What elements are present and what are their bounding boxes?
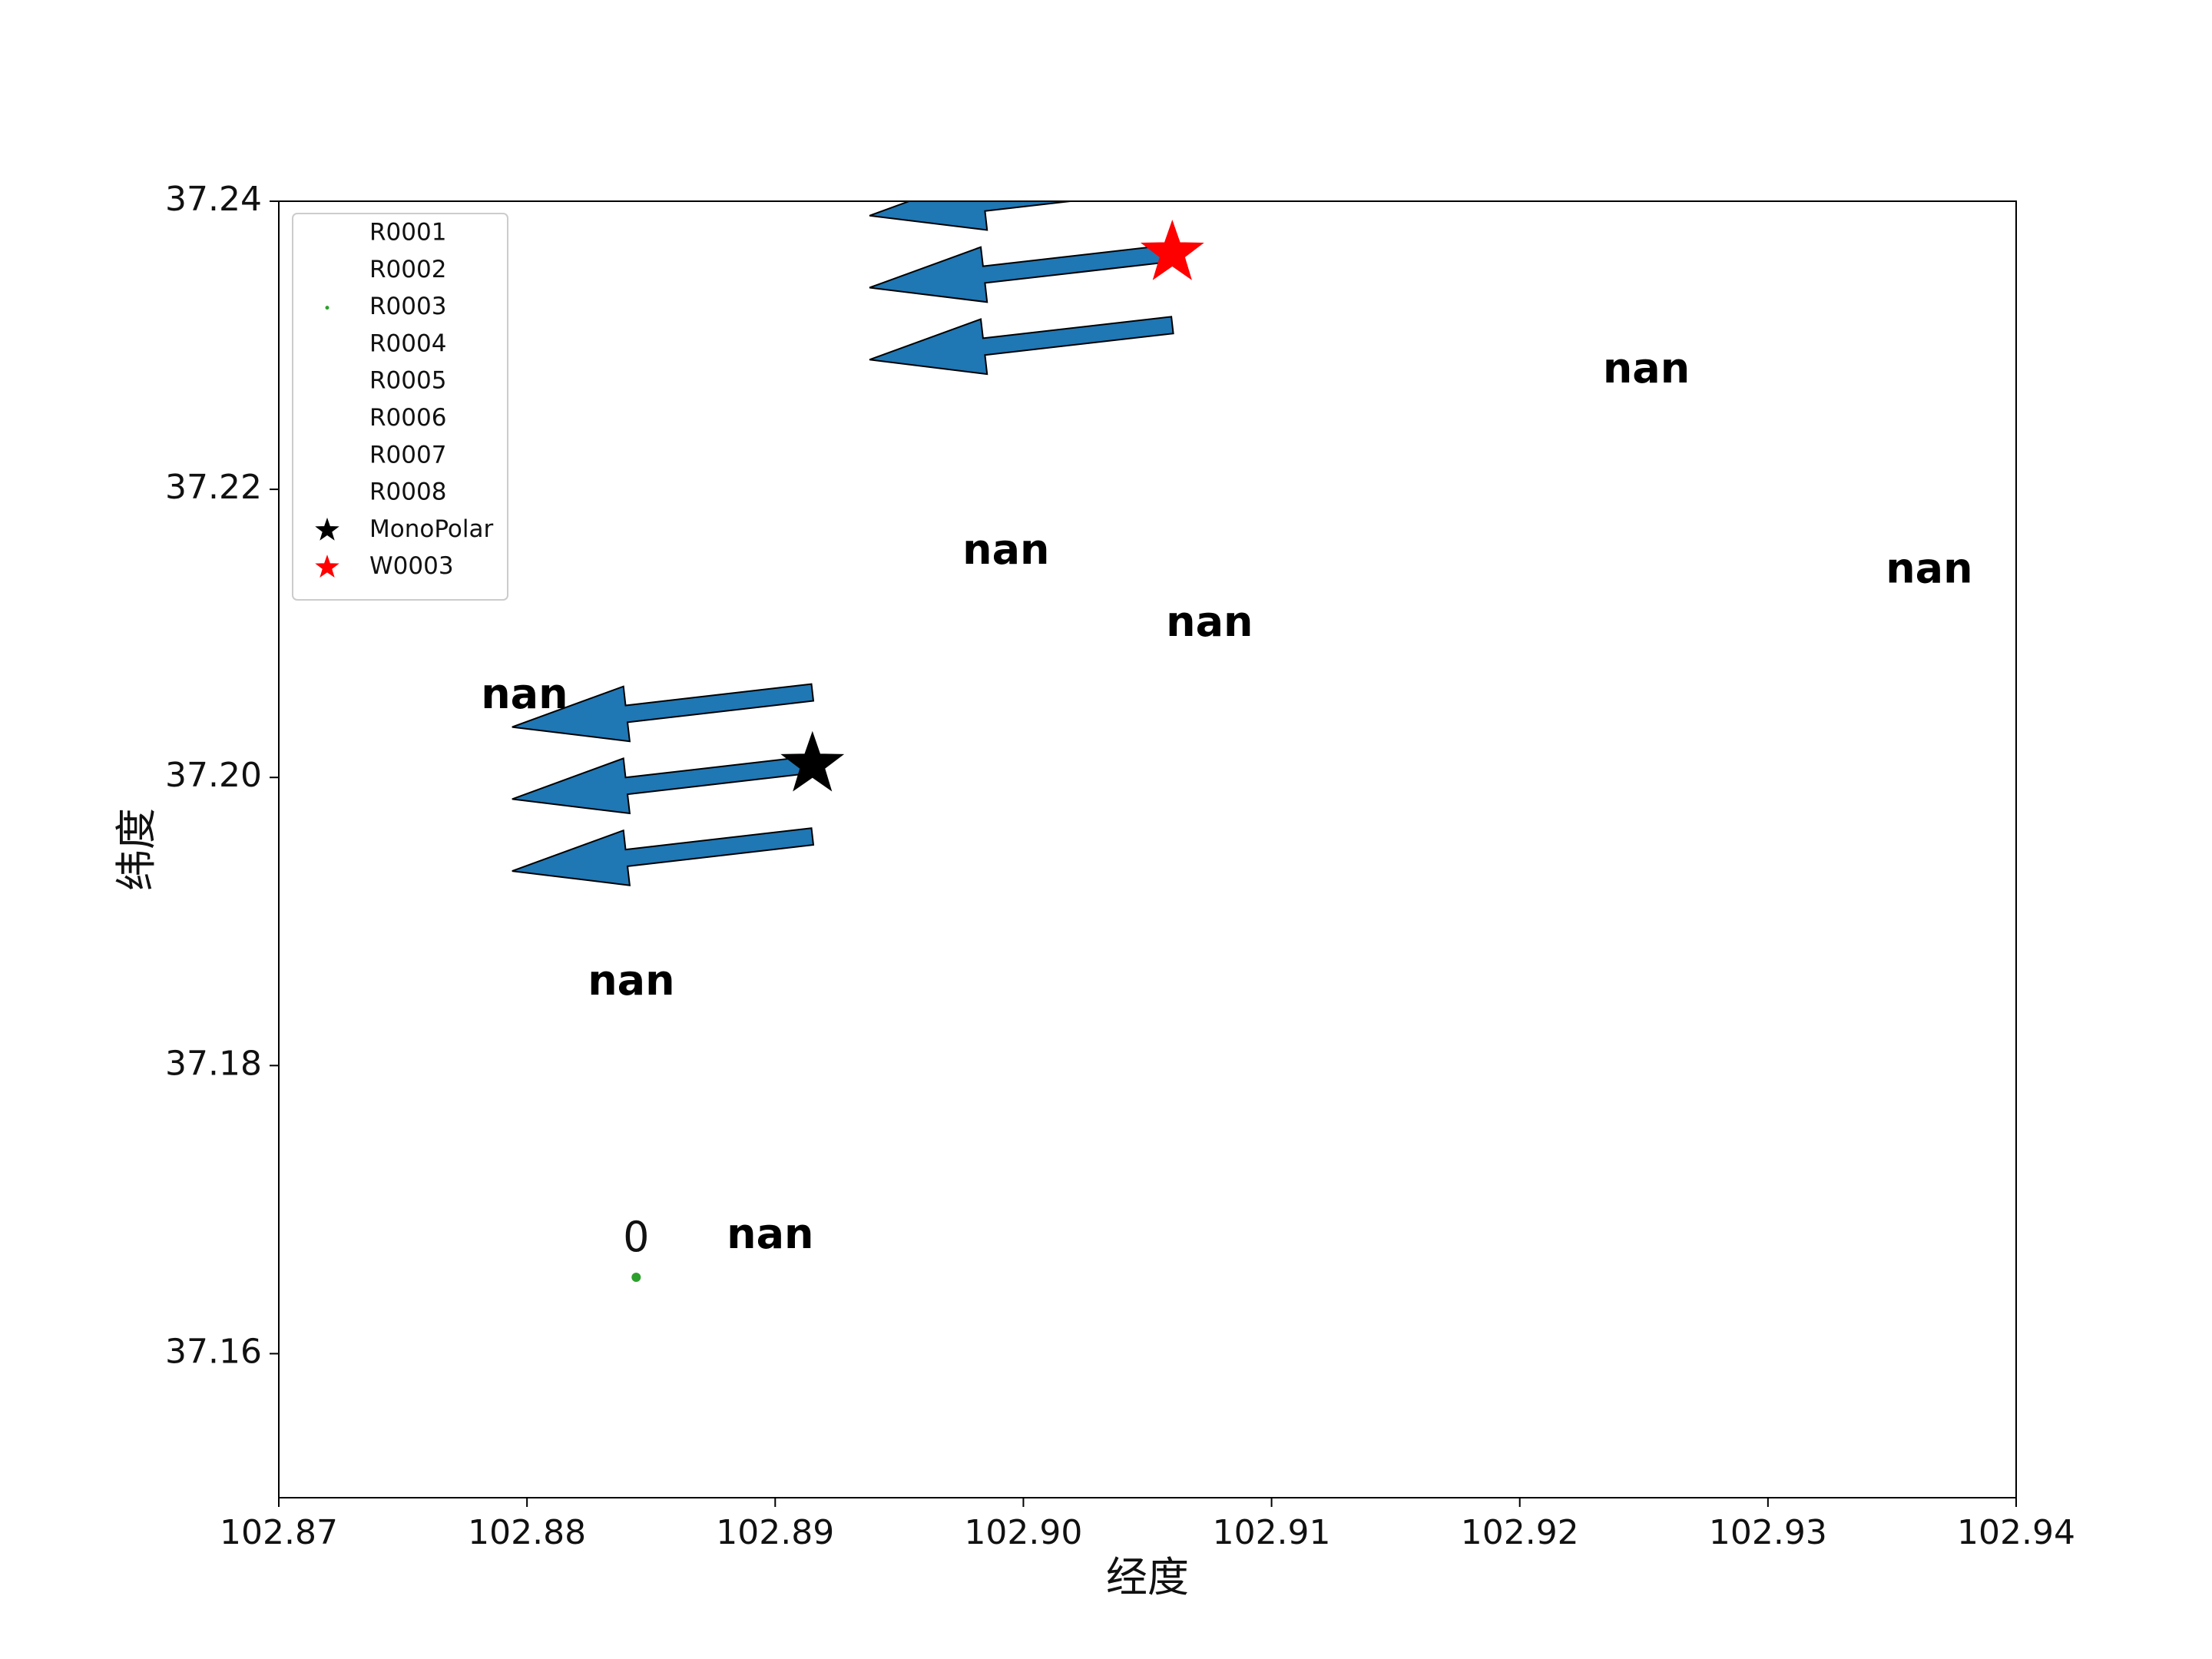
annotations-layer: nan nan nan nan nan nan nan (481, 344, 1972, 1258)
y-tick-label: 37.24 (165, 180, 262, 219)
y-axis: 37.16 37.18 37.20 37.22 37.24 (165, 180, 279, 1371)
point-w0003 (1140, 219, 1204, 280)
legend-box (292, 213, 508, 601)
annotation-1: nan (1603, 344, 1690, 392)
arrows-layer (512, 201, 1174, 886)
legend-label-r0002: R0002 (369, 256, 446, 283)
legend-marker-w0003 (315, 555, 339, 578)
legend-label-r0005: R0005 (369, 367, 446, 395)
y-axis-title: 纬度 (112, 808, 161, 891)
point-r0003 (631, 1273, 641, 1282)
annotation-2: nan (962, 525, 1049, 574)
legend-label-r0007: R0007 (369, 441, 446, 469)
legend-marker-monopolar (315, 517, 339, 541)
x-axis: 102.87 102.88 102.89 102.90 102.91 102.92 102.… (220, 1498, 2075, 1552)
y-tick-label: 37.18 (165, 1044, 262, 1083)
legend-label-r0006: R0006 (369, 404, 446, 432)
annotation-7: nan (727, 1210, 813, 1258)
arrow-5 (869, 243, 1174, 303)
x-tick-label: 102.92 (1461, 1513, 1579, 1552)
arrow-2 (512, 755, 815, 815)
x-tick-label: 102.94 (1957, 1513, 2075, 1552)
legend-marker-r0003 (325, 306, 329, 310)
annotation-4: nan (1166, 598, 1253, 646)
point-label-r0003: 0 (623, 1213, 649, 1261)
legend-label-r0004: R0004 (369, 329, 446, 357)
annotation-6: nan (588, 956, 674, 1005)
point-monopolar (780, 730, 845, 792)
x-tick-label: 102.89 (716, 1513, 834, 1552)
arrow-4 (869, 201, 1078, 231)
y-tick-label: 37.22 (165, 468, 262, 507)
legend: R0001 R0002 R0003 R0004 R0005 R0006 R0007 R0008… (292, 213, 508, 601)
x-tick-label: 102.93 (1709, 1513, 1827, 1552)
y-tick-label: 37.16 (165, 1332, 262, 1371)
annotation-3: nan (1886, 545, 1972, 593)
arrow-6 (869, 316, 1174, 376)
points-layer: 0 (623, 219, 1204, 1282)
x-axis-title: 经度 (1106, 1553, 1189, 1601)
x-tick-label: 102.91 (1213, 1513, 1331, 1552)
legend-label-r0003: R0003 (369, 293, 446, 320)
legend-label-r0001: R0001 (369, 219, 446, 247)
y-tick-label: 37.20 (165, 756, 262, 795)
legend-label-w0003: W0003 (369, 552, 454, 580)
x-tick-label: 102.87 (220, 1513, 338, 1552)
arrow-1 (512, 683, 815, 743)
x-tick-label: 102.88 (468, 1513, 586, 1552)
annotation-5: nan (481, 670, 568, 718)
arrow-3 (512, 827, 815, 886)
legend-label-r0008: R0008 (369, 478, 446, 506)
x-tick-label: 102.90 (964, 1513, 1082, 1552)
plot-frame (278, 200, 2017, 1498)
legend-label-monopolar: MonoPolar (369, 515, 493, 543)
